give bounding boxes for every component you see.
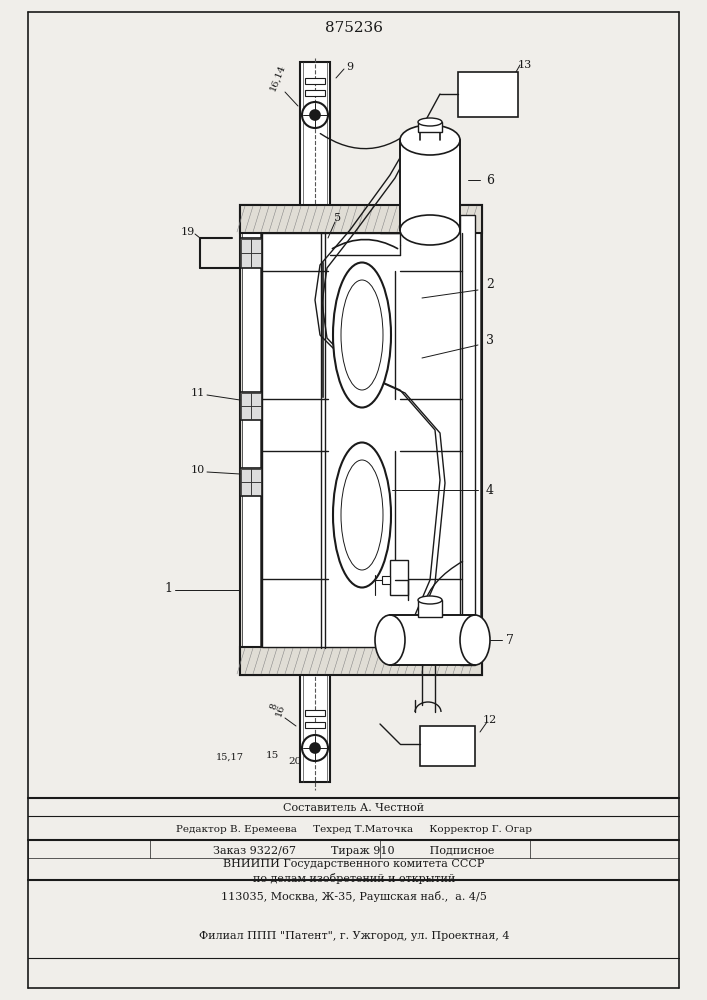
- Bar: [382, 576, 390, 584]
- Ellipse shape: [333, 442, 391, 587]
- Bar: [390, 560, 408, 595]
- Bar: [241, 406, 251, 419]
- Bar: [240, 205, 482, 233]
- Text: 16: 16: [274, 703, 286, 717]
- Bar: [251, 482, 261, 495]
- Bar: [240, 205, 262, 675]
- Bar: [305, 722, 325, 728]
- Ellipse shape: [341, 460, 383, 570]
- Text: 113035, Москва, Ж-35, Раушская наб.,  а. 4/5: 113035, Москва, Ж-35, Раушская наб., а. …: [221, 890, 487, 902]
- Bar: [460, 205, 482, 675]
- Ellipse shape: [400, 215, 460, 245]
- Bar: [240, 468, 262, 496]
- Bar: [420, 726, 475, 766]
- Text: 15,17: 15,17: [216, 752, 244, 762]
- Ellipse shape: [375, 615, 405, 665]
- Text: 875236: 875236: [325, 21, 383, 35]
- Text: Составитель А. Честной: Составитель А. Честной: [284, 803, 425, 813]
- Bar: [418, 600, 442, 617]
- Text: Филиал ППП "Патент", г. Ужгород, ул. Проектная, 4: Филиал ППП "Патент", г. Ужгород, ул. Про…: [199, 931, 509, 941]
- Circle shape: [310, 743, 320, 753]
- Bar: [460, 215, 475, 665]
- Text: ВНИИПИ Государственного комитета СССР: ВНИИПИ Государственного комитета СССР: [223, 859, 485, 869]
- Bar: [241, 469, 251, 482]
- Bar: [251, 393, 261, 406]
- Text: Заказ 9322/67          Тираж 910          Подписное: Заказ 9322/67 Тираж 910 Подписное: [214, 846, 495, 856]
- Text: 2: 2: [486, 278, 494, 292]
- Text: 16,14: 16,14: [269, 63, 288, 93]
- Text: 9: 9: [346, 62, 354, 72]
- Bar: [305, 90, 325, 96]
- Text: 19: 19: [181, 227, 195, 237]
- Text: 1: 1: [164, 582, 172, 594]
- Text: 10: 10: [191, 465, 205, 475]
- Bar: [241, 482, 251, 495]
- Ellipse shape: [400, 125, 460, 155]
- Ellipse shape: [341, 280, 383, 390]
- Text: 4: 4: [486, 484, 494, 496]
- Bar: [240, 647, 482, 675]
- Ellipse shape: [333, 262, 391, 408]
- Bar: [458, 72, 518, 117]
- Bar: [251, 406, 261, 419]
- Text: 13: 13: [518, 60, 532, 70]
- Bar: [241, 239, 251, 253]
- Circle shape: [302, 102, 328, 128]
- Text: по делам изобретений и открытий: по делам изобретений и открытий: [253, 872, 455, 884]
- Text: 15: 15: [265, 752, 279, 760]
- Bar: [240, 238, 262, 268]
- Text: 11: 11: [191, 388, 205, 398]
- Bar: [251, 253, 261, 267]
- Bar: [240, 392, 262, 420]
- Text: Редактор В. Еремеева     Техред Т.Маточка     Корректор Г. Огар: Редактор В. Еремеева Техред Т.Маточка Ко…: [176, 824, 532, 834]
- Bar: [305, 710, 325, 716]
- Bar: [242, 207, 260, 673]
- Bar: [241, 253, 251, 267]
- Bar: [251, 239, 261, 253]
- Bar: [305, 78, 325, 84]
- Ellipse shape: [418, 596, 442, 604]
- Bar: [241, 393, 251, 406]
- Bar: [300, 62, 330, 782]
- Bar: [251, 469, 261, 482]
- Text: 6: 6: [486, 174, 494, 186]
- Text: 20: 20: [288, 758, 302, 766]
- Text: 5: 5: [334, 213, 341, 223]
- Bar: [262, 233, 462, 647]
- Ellipse shape: [418, 118, 442, 126]
- Text: 7: 7: [506, 634, 514, 647]
- Ellipse shape: [460, 615, 490, 665]
- Circle shape: [302, 735, 328, 761]
- Text: 12: 12: [483, 715, 497, 725]
- Text: 3: 3: [486, 334, 494, 347]
- Bar: [390, 615, 475, 665]
- Bar: [400, 140, 460, 230]
- Circle shape: [310, 110, 320, 120]
- Text: 8: 8: [269, 702, 279, 710]
- Bar: [418, 122, 442, 132]
- Bar: [462, 207, 480, 673]
